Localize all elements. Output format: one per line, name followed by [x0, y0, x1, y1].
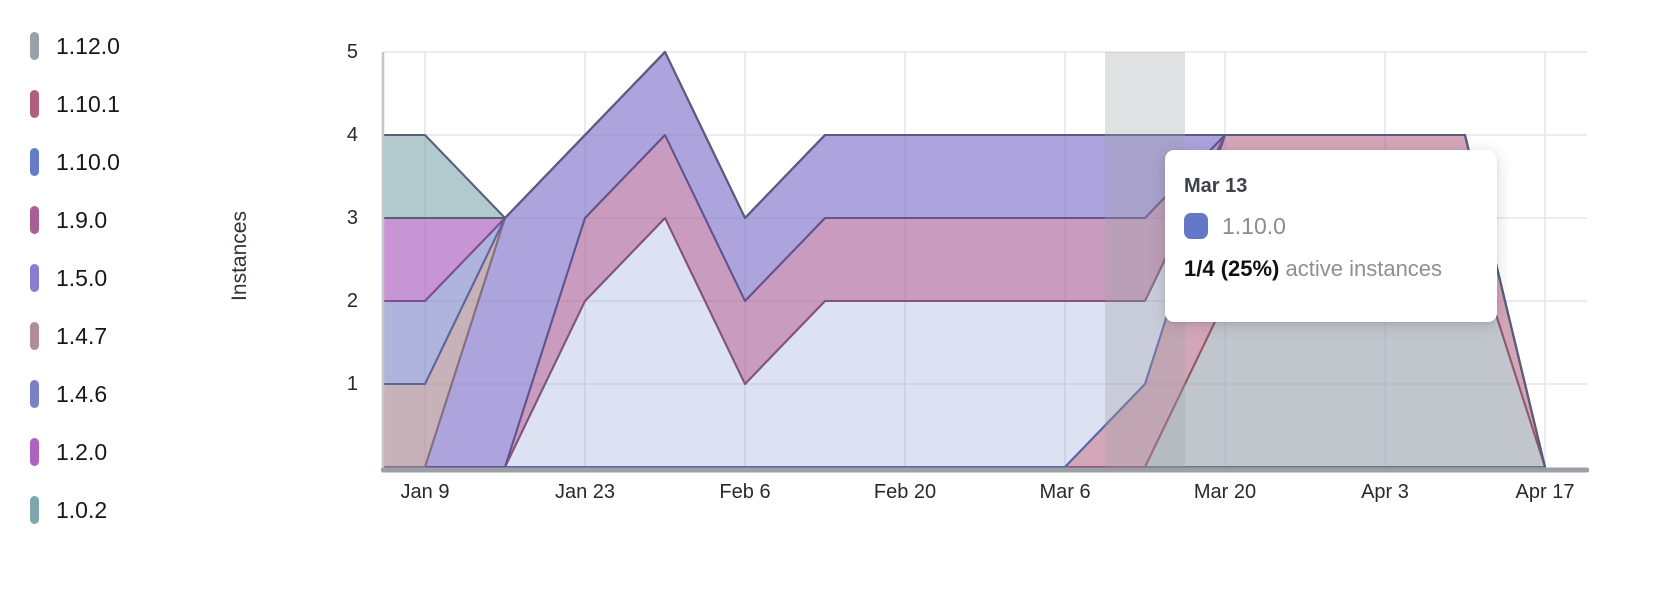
legend-item-1.4.6[interactable]: 1.4.6	[30, 365, 120, 423]
legend-item-1.0.2[interactable]: 1.0.2	[30, 481, 120, 539]
y-tick-label: 5	[347, 41, 358, 63]
x-tick-label: Mar 6	[1039, 481, 1090, 503]
y-tick-label: 4	[347, 124, 358, 146]
legend-item-1.2.0[interactable]: 1.2.0	[30, 423, 120, 481]
series-marker-icon	[1184, 213, 1208, 239]
legend-swatch-icon	[30, 438, 39, 466]
legend-swatch-icon	[30, 32, 39, 60]
x-tick-label: Apr 3	[1361, 481, 1409, 503]
chart-legend: 1.12.0 1.10.1 1.10.0 1.9.0 1.5.0 1.4.7 1.4.6 1.…	[30, 17, 120, 539]
legend-swatch-icon	[30, 148, 39, 176]
legend-item-label: 1.10.1	[56, 90, 120, 117]
legend-item-label: 1.2.0	[56, 438, 108, 465]
legend-swatch-icon	[30, 322, 39, 350]
legend-item-label: 1.4.6	[56, 380, 108, 407]
x-tick-label: Feb 20	[874, 481, 936, 503]
legend-item-1.4.7[interactable]: 1.4.7	[30, 307, 120, 365]
area-series-1.0.2[interactable]	[382, 51, 1546, 468]
x-axis-line	[381, 467, 1589, 473]
tooltip-date: Mar 13	[1184, 175, 1248, 197]
legend-item-label: 1.4.7	[56, 322, 108, 349]
tooltip-value-suffix: active instances	[1285, 256, 1443, 281]
y-tick-label: 2	[347, 290, 358, 312]
tooltip-value-row: 1/4 (25%) active instances	[1184, 256, 1477, 282]
legend-item-label: 1.9.0	[56, 206, 108, 233]
legend-item-label: 1.10.0	[56, 148, 120, 175]
axis-tick-labels: 1 2 3 4 5 Jan 9 Jan 23 Feb 6 Feb 20 Mar 6 Mar 20 Ap…	[347, 41, 1575, 503]
legend-swatch-icon	[30, 380, 39, 408]
legend-item-label: 1.12.0	[56, 32, 120, 59]
legend-item-label: 1.0.2	[56, 496, 108, 523]
legend-item-1.9.0[interactable]: 1.9.0	[30, 191, 120, 249]
legend-item-label: 1.5.0	[56, 264, 108, 291]
legend-swatch-icon	[30, 90, 39, 118]
y-tick-label: 1	[347, 373, 358, 395]
x-tick-label: Jan 9	[401, 481, 450, 503]
legend-item-1.5.0[interactable]: 1.5.0	[30, 249, 120, 307]
y-axis-title: Instances	[228, 211, 251, 301]
y-tick-label: 3	[347, 207, 358, 229]
x-tick-label: Feb 6	[719, 481, 770, 503]
x-tick-label: Jan 23	[555, 481, 615, 503]
legend-swatch-icon	[30, 206, 39, 234]
x-tick-label: Mar 20	[1194, 481, 1256, 503]
legend-item-1.10.1[interactable]: 1.10.1	[30, 75, 120, 133]
tooltip-value: 1/4 (25%)	[1184, 256, 1280, 281]
legend-item-1.10.0[interactable]: 1.10.0	[30, 133, 120, 191]
chart-tooltip: Mar 13 1.10.0 1/4 (25%) active instances	[1165, 150, 1497, 322]
legend-item-1.12.0[interactable]: 1.12.0	[30, 17, 120, 75]
legend-swatch-icon	[30, 496, 39, 524]
x-tick-label: Apr 17	[1516, 481, 1575, 503]
legend-swatch-icon	[30, 264, 39, 292]
tooltip-series-name: 1.10.0	[1222, 212, 1286, 239]
